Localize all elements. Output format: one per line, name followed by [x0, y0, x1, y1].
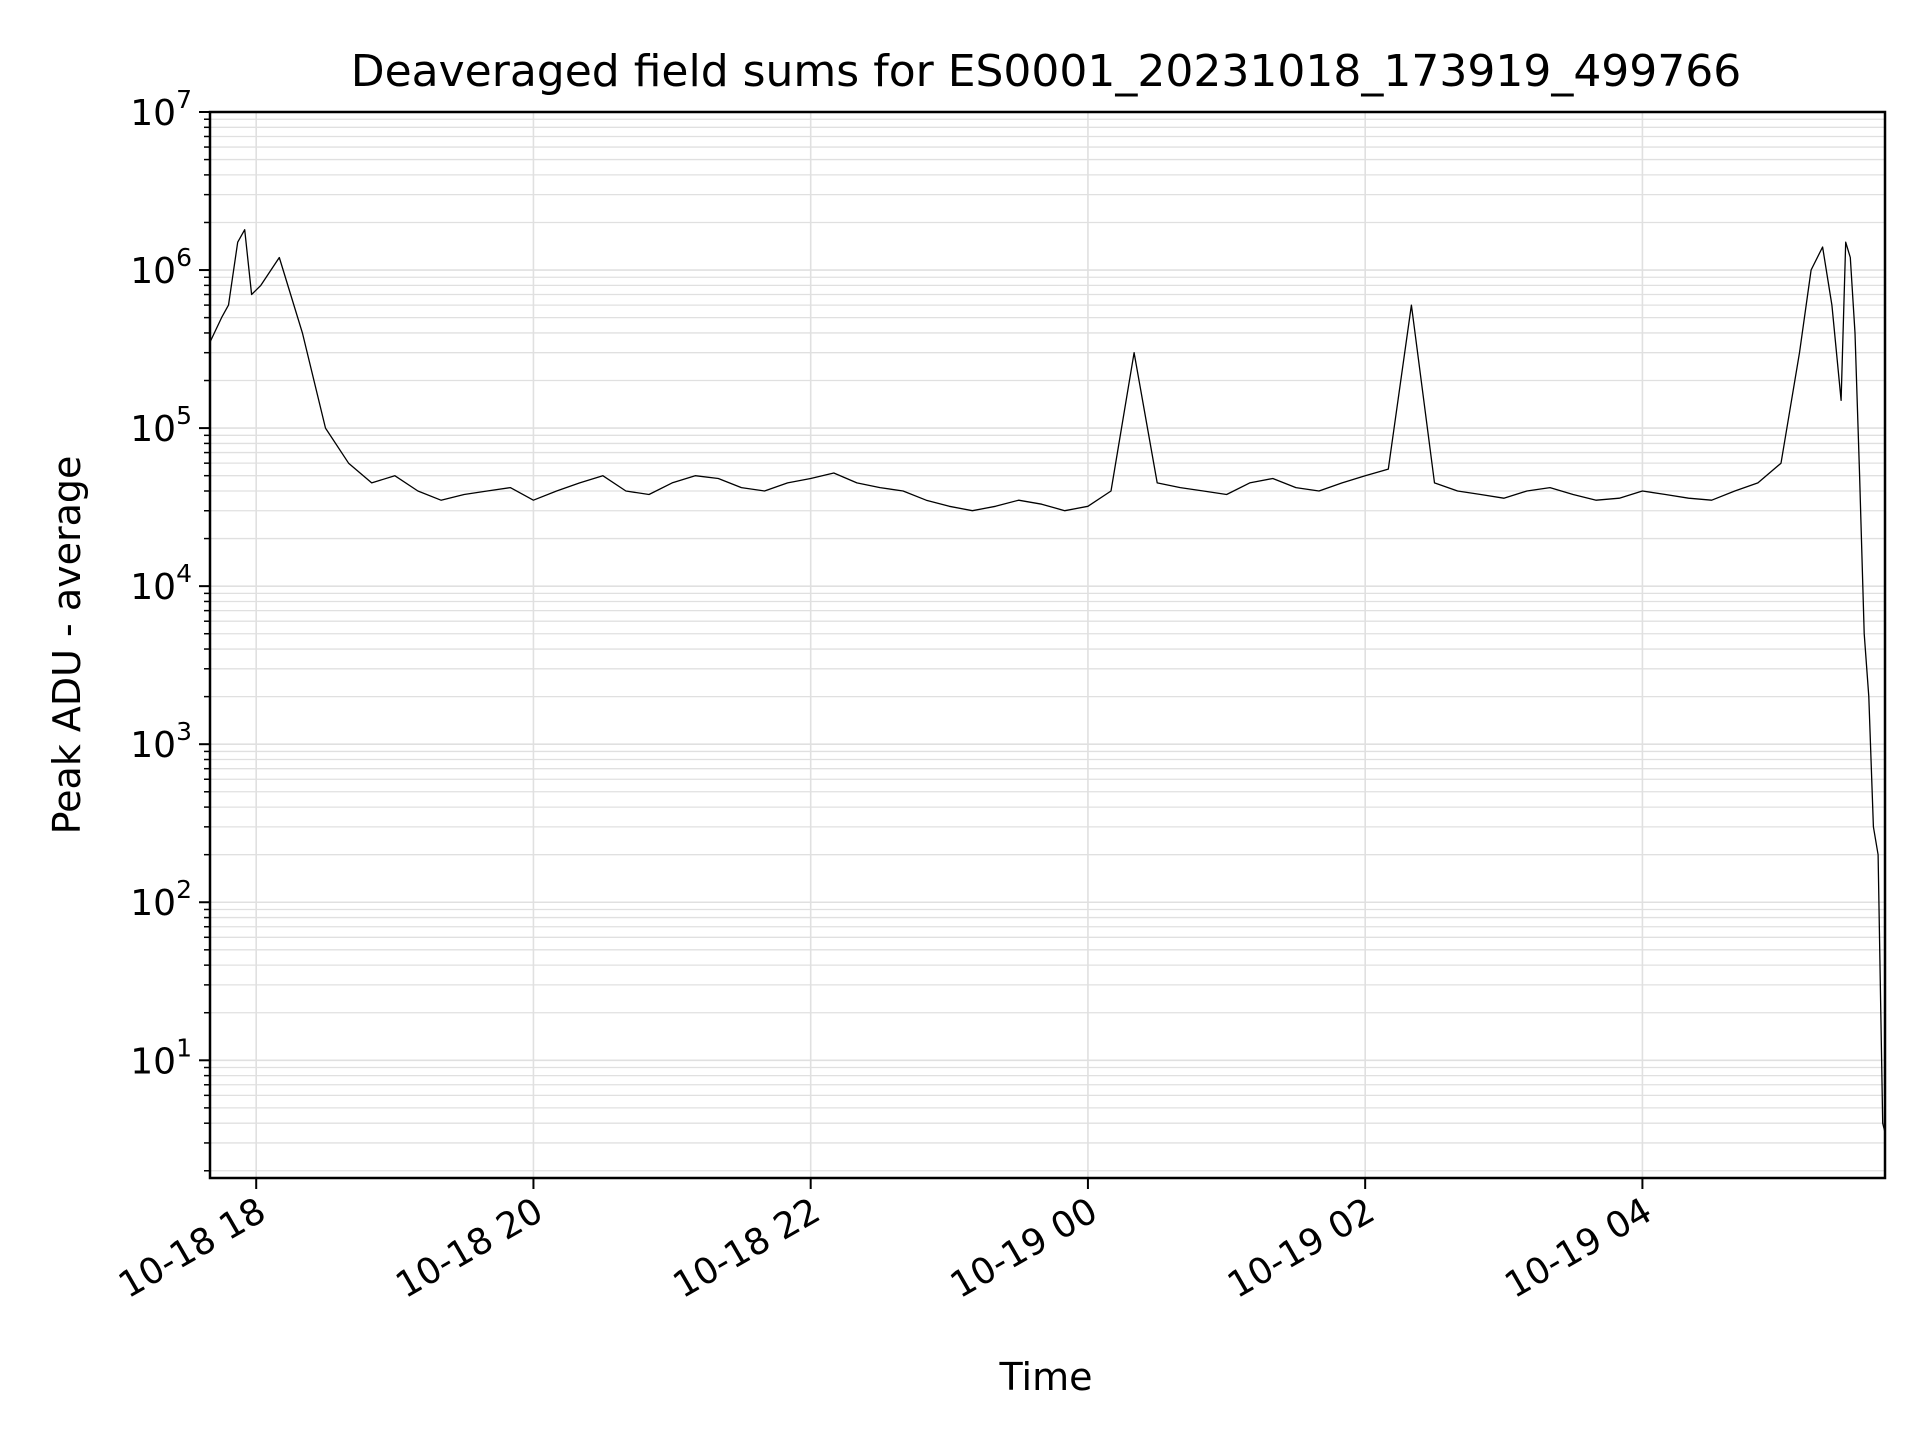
y-gridlines — [210, 111, 1885, 1172]
series-line — [209, 229, 1886, 1133]
y-axis-label: Peak ADU - average — [45, 456, 89, 835]
x-tick-label: 10-18 18 — [112, 1190, 273, 1306]
y-tick-label: 101 — [130, 1033, 192, 1082]
y-tick-label: 105 — [130, 401, 192, 450]
y-tick-label: 107 — [130, 85, 192, 134]
y-tick-label: 106 — [130, 243, 192, 292]
y-tick-label: 104 — [130, 559, 192, 608]
plot-frame — [208, 110, 1887, 1180]
y-tick-label: 102 — [130, 875, 192, 924]
x-axis: 10-18 18 10-18 20 10-18 22 10-19 00 10-19 02… — [112, 1178, 1659, 1307]
y-axis: 101 102 103 104 105 106 107 — [130, 85, 210, 1172]
chart-title: Deaveraged field sums for ES0001_2023101… — [351, 46, 1742, 97]
x-tick-label: 10-18 20 — [389, 1190, 550, 1306]
x-gridlines — [255, 112, 1644, 1178]
x-tick-label: 10-19 04 — [1498, 1190, 1659, 1306]
x-axis-label: Time — [999, 1355, 1093, 1399]
x-tick-label: 10-19 02 — [1221, 1190, 1382, 1306]
x-tick-label: 10-19 00 — [944, 1190, 1105, 1306]
x-tick-label: 10-18 22 — [667, 1190, 828, 1306]
y-tick-label: 103 — [130, 717, 192, 766]
